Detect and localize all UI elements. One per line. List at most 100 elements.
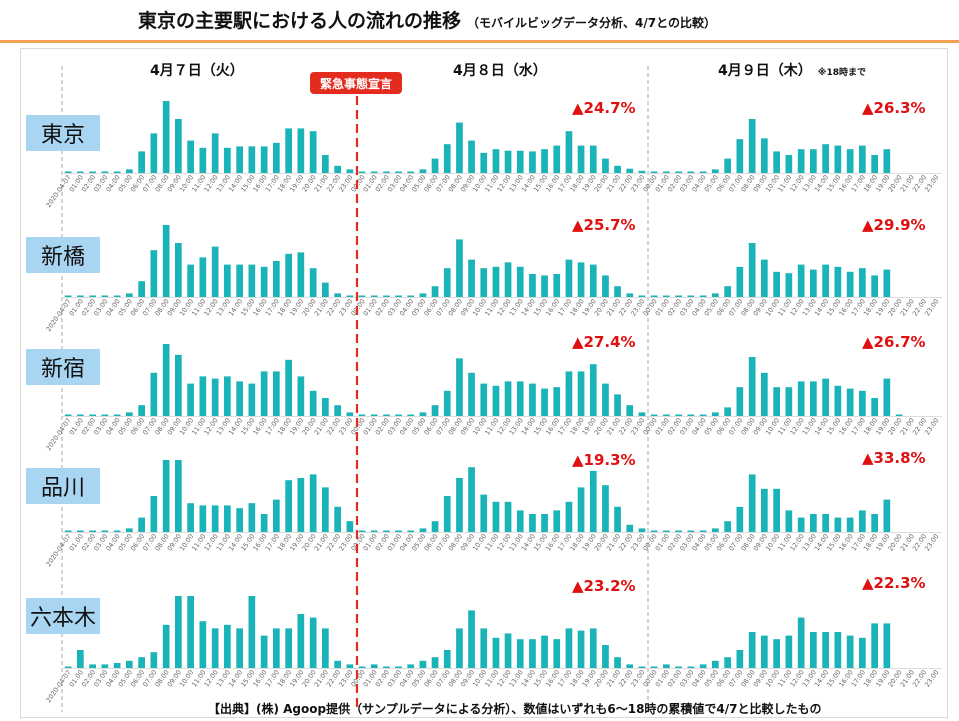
bar-1-0-12: [211, 246, 219, 297]
bar-0-2-2: [675, 171, 682, 173]
bar-0-2-15: [834, 145, 842, 173]
bar-1-1-13: [516, 266, 524, 297]
bar-0-1-7: [443, 144, 451, 173]
day-label-1: 4月８日（水）: [453, 63, 547, 79]
bar-3-0-10: [187, 503, 194, 532]
bar-2-1-0: [358, 414, 366, 416]
bar-1-0-18: [285, 253, 292, 297]
bar-3-0-20: [309, 474, 317, 532]
bar-3-1-21: [614, 506, 621, 532]
bar-2-0-21: [322, 398, 329, 416]
bar-4-1-6: [431, 657, 439, 668]
bar-2-1-6: [431, 405, 439, 416]
bar-1-0-1: [77, 295, 84, 297]
bar-4-1-17: [565, 628, 573, 668]
bar-0-2-12: [797, 149, 805, 173]
bar-1-0-11: [199, 257, 207, 297]
bar-2-2-0: [650, 414, 658, 416]
day-label-0: 4月７日（火）: [150, 63, 244, 79]
change-shinagawa-0409: ▲33.8%: [862, 449, 926, 467]
bar-1-1-16: [553, 274, 561, 297]
bar-3-2-5: [712, 528, 719, 532]
bar-2-1-9: [468, 372, 475, 416]
bar-4-0-6: [138, 657, 145, 668]
bar-4-1-20: [602, 645, 609, 668]
bar-0-0-8: [162, 101, 170, 173]
bar-3-2-7: [736, 506, 744, 532]
title-bar: 東京の主要駅における人の流れの推移 （モバイルビッグデータ分析、4/7との比較）: [0, 0, 959, 43]
bar-4-0-0: [64, 666, 72, 668]
bar-4-2-18: [871, 623, 878, 668]
bar-2-1-1: [370, 414, 378, 416]
station-label-roppongi: 六本木: [26, 598, 100, 634]
bar-0-1-23: [638, 170, 646, 173]
bar-1-2-16: [846, 271, 854, 297]
station-label-shimbashi: 新橋: [26, 237, 100, 273]
bar-4-1-8: [456, 628, 463, 668]
bar-4-2-6: [724, 657, 731, 668]
station-label-shinagawa: 品川: [26, 468, 100, 504]
bar-2-2-13: [810, 381, 817, 416]
bar-1-1-17: [565, 259, 573, 297]
bar-3-1-8: [456, 478, 463, 532]
bar-0-1-17: [565, 131, 573, 173]
bar-4-1-7: [443, 650, 451, 668]
bar-3-2-13: [810, 514, 817, 532]
bar-0-2-3: [687, 171, 695, 173]
bar-1-2-7: [736, 266, 744, 297]
bar-4-0-4: [113, 663, 121, 668]
bar-0-2-0: [650, 171, 658, 173]
bar-2-0-15: [248, 383, 256, 416]
bar-1-1-14: [529, 274, 536, 297]
bar-0-0-12: [211, 133, 219, 173]
bar-4-0-15: [248, 596, 256, 668]
bar-0-0-23: [346, 169, 354, 173]
bar-2-1-17: [565, 371, 573, 416]
bar-4-0-7: [150, 652, 158, 668]
bar-2-2-11: [785, 387, 793, 416]
bar-4-2-5: [712, 660, 719, 668]
bar-2-0-14: [236, 381, 243, 416]
bar-0-2-11: [785, 155, 793, 173]
bar-3-0-13: [224, 505, 231, 532]
bar-1-1-5: [419, 293, 427, 297]
bar-4-1-11: [492, 637, 500, 668]
bar-4-1-12: [504, 633, 512, 668]
bar-2-0-5: [126, 412, 133, 416]
bar-1-2-3: [687, 295, 695, 297]
bar-1-1-3: [395, 295, 402, 297]
bar-4-1-5: [419, 660, 427, 668]
bar-2-0-10: [187, 383, 194, 416]
bar-4-0-17: [273, 628, 280, 668]
bar-3-1-14: [529, 514, 536, 532]
bar-0-1-22: [626, 168, 634, 173]
bar-3-2-0: [650, 530, 658, 532]
bar-2-1-19: [589, 364, 597, 416]
bar-2-2-17: [859, 390, 866, 416]
bar-3-2-10: [773, 488, 780, 532]
bar-0-1-13: [516, 150, 524, 173]
bar-3-1-19: [589, 470, 597, 532]
bar-1-1-0: [358, 295, 366, 297]
bar-2-0-12: [211, 378, 219, 416]
bar-2-0-13: [224, 376, 231, 416]
bar-4-0-19: [297, 614, 305, 668]
bar-0-2-6: [724, 158, 731, 173]
change-shinjuku-0408: ▲27.4%: [572, 333, 636, 351]
bar-4-2-7: [736, 650, 744, 668]
bar-3-1-20: [602, 485, 609, 532]
bar-2-0-16: [260, 371, 268, 416]
bar-1-2-10: [773, 271, 780, 297]
bar-2-1-16: [553, 387, 561, 416]
bar-4-1-4: [407, 664, 415, 668]
emergency-declaration-badge: 緊急事態宣言: [310, 72, 402, 94]
bar-0-0-19: [297, 128, 305, 173]
bar-2-0-6: [138, 405, 145, 416]
bar-4-1-23: [638, 666, 646, 668]
bar-0-2-13: [810, 149, 817, 173]
bar-2-0-19: [297, 376, 305, 416]
bar-4-2-3: [687, 666, 695, 668]
bar-0-2-1: [663, 171, 670, 173]
bar-1-1-15: [541, 275, 548, 297]
change-shimbashi-0409: ▲29.9%: [862, 216, 926, 234]
